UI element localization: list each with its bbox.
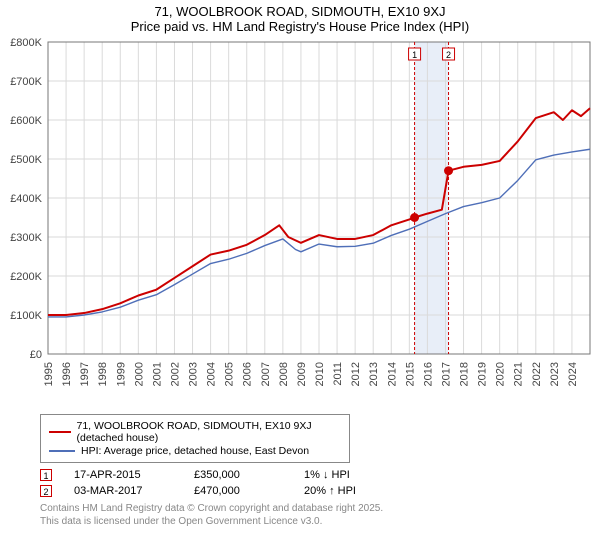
svg-text:2002: 2002 [169, 362, 181, 386]
legend-swatch [49, 450, 75, 451]
svg-text:2022: 2022 [531, 362, 543, 386]
svg-text:2008: 2008 [278, 362, 290, 386]
svg-text:£700K: £700K [10, 76, 42, 88]
title-line2: Price paid vs. HM Land Registry's House … [0, 19, 600, 34]
svg-text:1995: 1995 [43, 362, 55, 386]
svg-text:1: 1 [412, 50, 417, 60]
svg-text:£0: £0 [30, 349, 42, 361]
svg-text:£400K: £400K [10, 193, 42, 205]
svg-text:1996: 1996 [61, 362, 73, 386]
svg-text:2017: 2017 [440, 362, 452, 386]
svg-text:2: 2 [446, 50, 451, 60]
svg-text:2019: 2019 [477, 362, 489, 386]
svg-text:£600K: £600K [10, 115, 42, 127]
event-marker: 2 [40, 485, 52, 497]
event-marker: 1 [40, 469, 52, 481]
svg-text:2014: 2014 [386, 362, 398, 386]
svg-text:2013: 2013 [368, 362, 380, 386]
svg-text:2016: 2016 [422, 362, 434, 386]
chart-area: £0 £100K £200K £300K £400K £500K £600K £700K £80… [0, 34, 600, 414]
svg-text:£100K: £100K [10, 310, 42, 322]
chart-title-block: 71, WOOLBROOK ROAD, SIDMOUTH, EX10 9XJ P… [0, 0, 600, 34]
svg-text:2000: 2000 [133, 362, 145, 386]
event-date: 17-APR-2015 [74, 469, 194, 481]
svg-text:£200K: £200K [10, 271, 42, 283]
svg-text:2021: 2021 [513, 362, 525, 386]
svg-text:2020: 2020 [495, 362, 507, 386]
svg-text:2003: 2003 [188, 362, 200, 386]
event-delta: 1% ↓ HPI [304, 469, 404, 481]
event-date: 03-MAR-2017 [74, 485, 194, 497]
svg-text:2018: 2018 [459, 362, 471, 386]
svg-text:2015: 2015 [404, 362, 416, 386]
legend-label: HPI: Average price, detached house, East… [81, 445, 309, 457]
svg-text:£500K: £500K [10, 154, 42, 166]
svg-text:1998: 1998 [97, 362, 109, 386]
legend-swatch [49, 431, 71, 433]
sale-events: 1 17-APR-2015£350,0001% ↓ HPI 2 03-MAR-2017… [40, 469, 600, 497]
footer-line2: This data is licensed under the Open Gov… [40, 516, 600, 529]
svg-text:2009: 2009 [296, 362, 308, 386]
footer: Contains HM Land Registry data © Crown c… [40, 503, 600, 528]
legend-row: HPI: Average price, detached house, East… [49, 445, 341, 457]
svg-text:£300K: £300K [10, 232, 42, 244]
footer-line1: Contains HM Land Registry data © Crown c… [40, 503, 600, 516]
svg-text:2012: 2012 [350, 362, 362, 386]
legend-label: 71, WOOLBROOK ROAD, SIDMOUTH, EX10 9XJ (… [77, 420, 342, 444]
event-price: £470,000 [194, 485, 304, 497]
chart-svg: £0 £100K £200K £300K £400K £500K £600K £700K £80… [0, 34, 600, 414]
svg-text:2024: 2024 [567, 362, 579, 386]
svg-text:2001: 2001 [151, 362, 163, 386]
svg-text:2005: 2005 [224, 362, 236, 386]
svg-text:2004: 2004 [206, 362, 218, 386]
legend: 71, WOOLBROOK ROAD, SIDMOUTH, EX10 9XJ (… [40, 414, 350, 463]
event-row: 1 17-APR-2015£350,0001% ↓ HPI [40, 469, 600, 481]
svg-text:2007: 2007 [260, 362, 272, 386]
event-delta: 20% ↑ HPI [304, 485, 404, 497]
legend-row: 71, WOOLBROOK ROAD, SIDMOUTH, EX10 9XJ (… [49, 420, 341, 444]
event-price: £350,000 [194, 469, 304, 481]
svg-text:1999: 1999 [115, 362, 127, 386]
title-line1: 71, WOOLBROOK ROAD, SIDMOUTH, EX10 9XJ [0, 4, 600, 19]
svg-text:1997: 1997 [79, 362, 91, 386]
svg-text:2011: 2011 [332, 362, 344, 386]
svg-text:2006: 2006 [242, 362, 254, 386]
svg-text:2023: 2023 [549, 362, 561, 386]
event-row: 2 03-MAR-2017£470,00020% ↑ HPI [40, 485, 600, 497]
svg-text:£800K: £800K [10, 37, 42, 49]
svg-text:2010: 2010 [314, 362, 326, 386]
